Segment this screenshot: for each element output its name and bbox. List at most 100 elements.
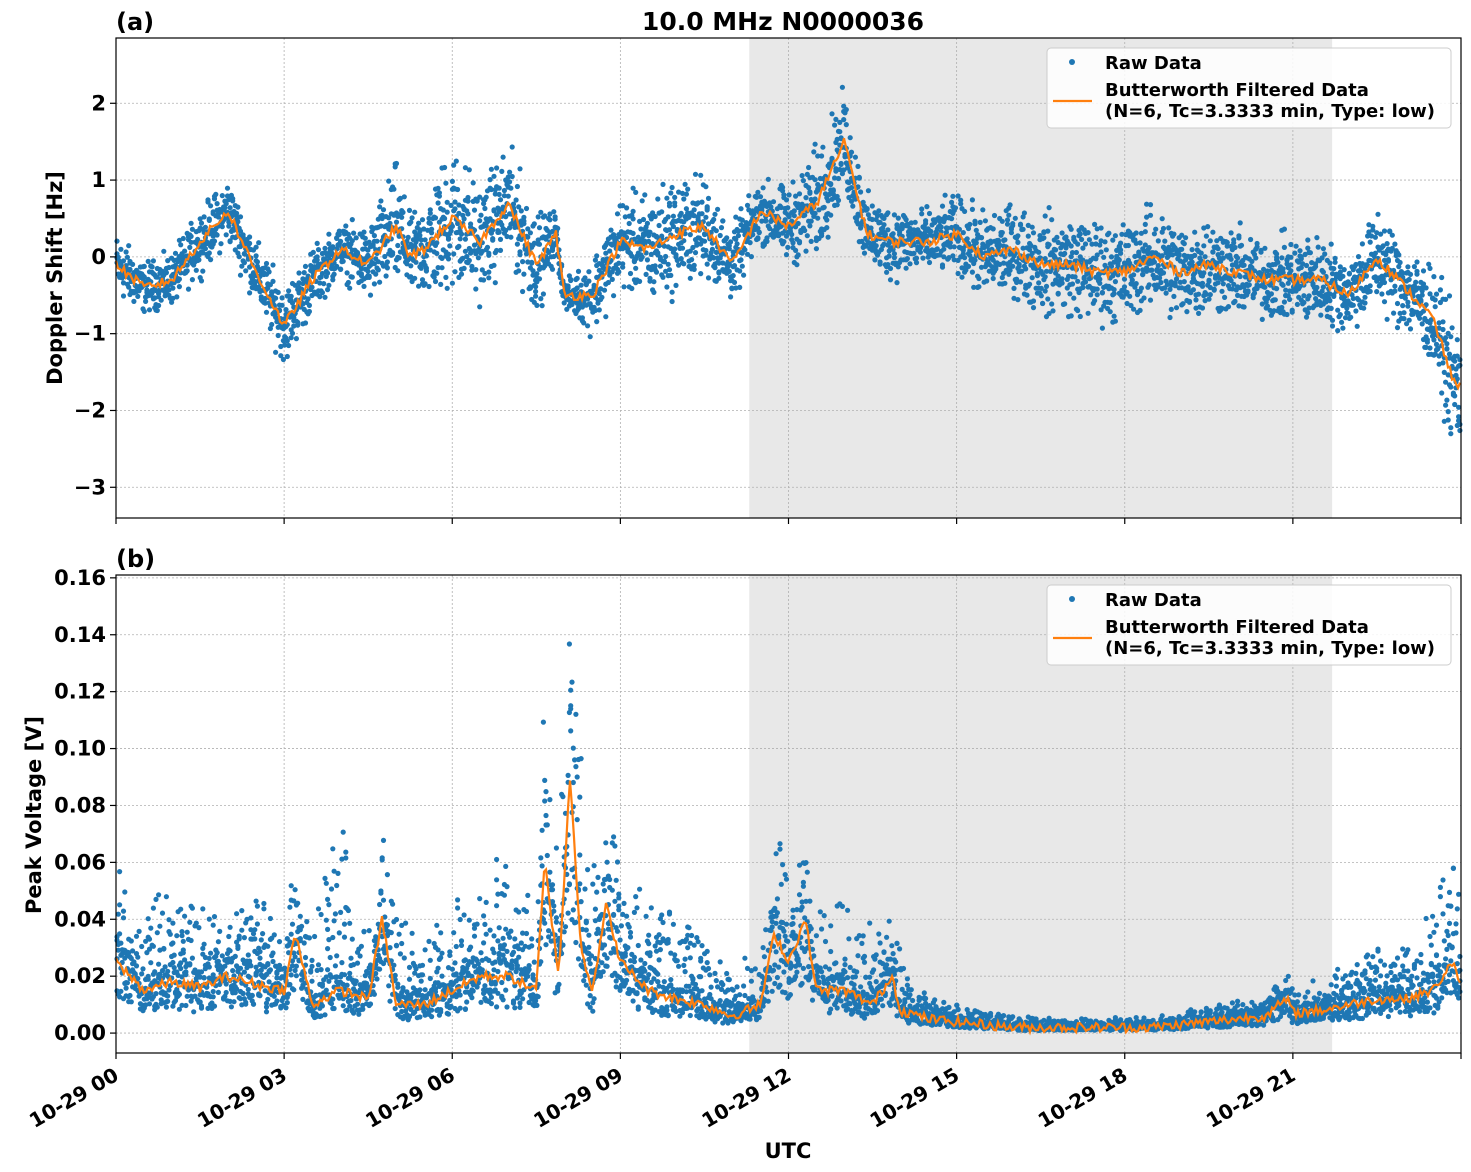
raw-data-point <box>1236 235 1242 241</box>
raw-data-point <box>681 196 687 202</box>
raw-data-point <box>1199 305 1206 311</box>
raw-data-point <box>426 283 432 290</box>
raw-data-point <box>1059 280 1065 286</box>
raw-data-point <box>479 248 485 254</box>
raw-data-point <box>825 234 831 240</box>
raw-data-point <box>742 247 748 253</box>
raw-data-point <box>266 269 272 275</box>
raw-data-point <box>240 232 246 238</box>
raw-data-point <box>263 1004 270 1010</box>
raw-data-point <box>419 277 426 283</box>
raw-data-point <box>235 204 241 210</box>
raw-data-point <box>226 933 232 940</box>
raw-data-point <box>250 1001 257 1007</box>
raw-data-point <box>990 275 996 282</box>
raw-data-point <box>208 950 214 956</box>
raw-data-point <box>565 283 571 289</box>
raw-data-point <box>322 875 328 882</box>
raw-data-point <box>703 247 709 254</box>
legend-filtered-params: (N=6, Tc=3.3333 min, Type: low) <box>1105 101 1435 122</box>
raw-data-point <box>418 237 424 243</box>
raw-data-point <box>1133 230 1139 236</box>
raw-data-point <box>730 273 736 279</box>
raw-data-point <box>1030 298 1037 304</box>
raw-data-point <box>465 198 471 204</box>
raw-data-point <box>178 906 184 912</box>
y-axis-ticks: 210−1−2−3 <box>74 91 116 499</box>
raw-data-point <box>659 209 665 215</box>
raw-data-point <box>1142 229 1148 235</box>
raw-data-point <box>444 285 450 291</box>
raw-data-point <box>332 911 338 917</box>
raw-data-point <box>1190 287 1196 293</box>
raw-data-point <box>276 939 283 945</box>
raw-data-point <box>1444 346 1450 352</box>
raw-data-point <box>653 269 660 275</box>
raw-data-point <box>237 272 244 278</box>
raw-data-point <box>166 264 172 271</box>
raw-data-point <box>1375 211 1381 217</box>
raw-data-point <box>500 204 506 210</box>
raw-data-point <box>1432 297 1438 303</box>
raw-data-point <box>341 972 348 978</box>
raw-data-point <box>1417 315 1423 321</box>
raw-data-point <box>1396 252 1402 258</box>
raw-data-point <box>1021 210 1027 216</box>
raw-data-point <box>1449 325 1455 331</box>
raw-data-point <box>1220 281 1226 287</box>
raw-data-point <box>890 231 896 237</box>
raw-data-point <box>474 198 480 204</box>
raw-data-point <box>383 273 389 279</box>
raw-data-point <box>353 978 359 984</box>
raw-data-point <box>288 883 294 889</box>
raw-data-point <box>1140 272 1146 278</box>
raw-data-point <box>300 276 306 282</box>
raw-data-point <box>1159 216 1165 222</box>
raw-data-point <box>594 319 600 325</box>
raw-data-point <box>444 199 450 205</box>
raw-data-point <box>468 221 474 227</box>
raw-data-point <box>672 194 678 200</box>
raw-data-point <box>1002 237 1008 243</box>
raw-data-point <box>1448 425 1454 431</box>
raw-data-point <box>1222 294 1228 300</box>
raw-data-point <box>234 911 240 917</box>
raw-data-point <box>716 270 722 276</box>
raw-data-point <box>223 989 229 996</box>
raw-data-point <box>1359 241 1365 247</box>
raw-data-point <box>471 207 478 213</box>
raw-data-point <box>1340 273 1346 279</box>
raw-data-point <box>447 243 453 249</box>
raw-data-point <box>319 983 325 989</box>
raw-data-point <box>117 902 123 908</box>
raw-data-point <box>1098 249 1104 255</box>
raw-data-point <box>533 288 539 295</box>
raw-data-point <box>1297 248 1303 254</box>
raw-data-point <box>514 262 521 268</box>
raw-data-point <box>231 999 237 1005</box>
raw-data-point <box>1041 235 1047 241</box>
raw-data-point <box>330 244 336 250</box>
raw-data-point <box>1077 231 1083 237</box>
raw-data-point <box>139 971 145 977</box>
raw-data-point <box>317 294 323 300</box>
raw-data-point <box>599 294 605 300</box>
raw-data-point <box>326 282 332 288</box>
raw-data-point <box>427 220 433 226</box>
raw-data-point <box>1275 259 1281 265</box>
raw-data-point <box>1108 254 1115 260</box>
raw-data-point <box>950 193 956 199</box>
raw-data-point <box>172 250 179 256</box>
raw-data-point <box>326 902 332 908</box>
raw-data-point <box>739 263 745 269</box>
raw-data-point <box>895 215 901 221</box>
raw-data-point <box>527 230 534 236</box>
raw-data-point <box>165 998 171 1004</box>
raw-data-point <box>271 993 277 999</box>
raw-data-point <box>873 243 879 249</box>
raw-data-point <box>490 237 496 243</box>
raw-data-point <box>122 889 128 895</box>
raw-data-point <box>356 1011 362 1017</box>
raw-data-point <box>330 277 336 283</box>
raw-data-point <box>224 185 231 191</box>
